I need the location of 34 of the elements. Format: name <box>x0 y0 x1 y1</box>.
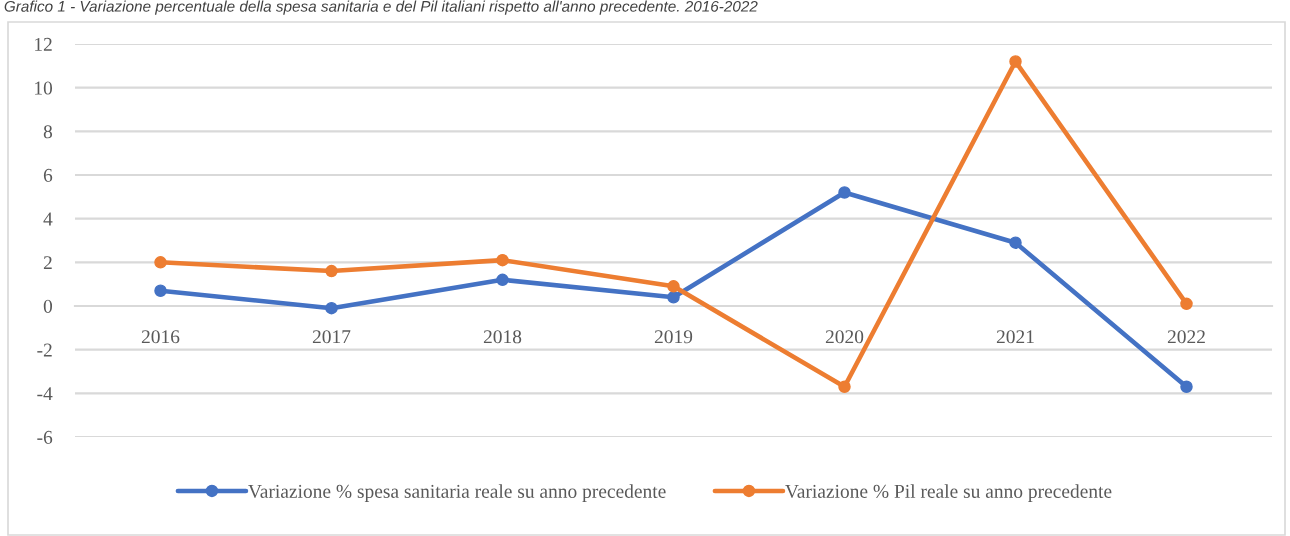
point <box>325 301 338 315</box>
chart-title: Grafico 1 - Variazione percentuale della spesa sanitaria e del Pil italiani rispetto all'anno precedente. 2016-2022 <box>4 0 758 15</box>
legend-label: Variazione % spesa sanitaria reale su anno precedente <box>248 484 666 502</box>
x-tick-label: 2021 <box>996 330 1034 344</box>
point <box>1009 236 1022 249</box>
point <box>667 280 680 293</box>
x-tick-label: 2020 <box>825 330 864 344</box>
point <box>496 253 509 267</box>
y-tick-label: 4 <box>43 212 53 226</box>
point <box>154 284 167 297</box>
point <box>154 256 167 269</box>
legend-label: Variazione % Pil reale su anno precedente <box>785 484 1112 502</box>
y-tick-label: 12 <box>35 37 52 51</box>
point <box>667 291 680 304</box>
x-tick-label: 2019 <box>654 330 693 344</box>
x-tick-label: 2022 <box>1167 330 1205 344</box>
y-tick-label: 2 <box>43 256 52 270</box>
x-tick-label: 2016 <box>141 330 180 344</box>
x-tick-label: 2017 <box>312 330 351 344</box>
y-tick-label: 0 <box>43 299 53 313</box>
y-tick-label: -6 <box>37 430 53 444</box>
point <box>1180 297 1193 311</box>
point <box>838 380 851 394</box>
point <box>1180 380 1193 394</box>
point <box>496 273 509 287</box>
point <box>838 186 851 199</box>
y-tick-label: 10 <box>35 81 53 95</box>
point <box>1009 55 1022 68</box>
y-tick-label: -4 <box>37 387 53 401</box>
y-tick-label: 8 <box>43 125 53 139</box>
x-tick-label: 2018 <box>483 330 522 344</box>
y-tick-label: -2 <box>37 343 52 357</box>
y-tick-label: 6 <box>43 168 53 182</box>
point <box>325 264 338 278</box>
